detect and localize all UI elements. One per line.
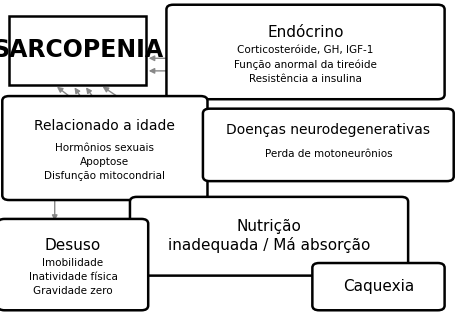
FancyBboxPatch shape <box>202 109 453 181</box>
Text: Desuso: Desuso <box>45 238 101 253</box>
Text: Relacionado a idade: Relacionado a idade <box>35 119 175 133</box>
Text: Imobilidade
Inatividade física
Gravidade zero: Imobilidade Inatividade física Gravidade… <box>29 258 117 296</box>
FancyBboxPatch shape <box>130 197 407 276</box>
Bar <box>9 16 146 85</box>
Text: Perda de motoneurônios: Perda de motoneurônios <box>264 149 391 159</box>
Text: Endócrino: Endócrino <box>267 25 343 40</box>
Text: Doenças neurodegenerativas: Doenças neurodegenerativas <box>226 123 430 137</box>
FancyBboxPatch shape <box>0 219 148 310</box>
Text: Corticosteróide, GH, IGF-1
Função anormal da tireóide
Resistência a insulina: Corticosteróide, GH, IGF-1 Função anorma… <box>233 45 376 84</box>
Text: Caquexia: Caquexia <box>342 279 413 294</box>
FancyBboxPatch shape <box>166 5 444 99</box>
Text: Nutrição
inadequada / Má absorção: Nutrição inadequada / Má absorção <box>167 220 369 253</box>
FancyBboxPatch shape <box>2 96 207 200</box>
Text: SARCOPENIA: SARCOPENIA <box>0 38 163 62</box>
FancyBboxPatch shape <box>312 263 444 310</box>
Text: Hormônios sexuais
Apoptose
Disfunção mitocondrial: Hormônios sexuais Apoptose Disfunção mit… <box>44 143 165 181</box>
